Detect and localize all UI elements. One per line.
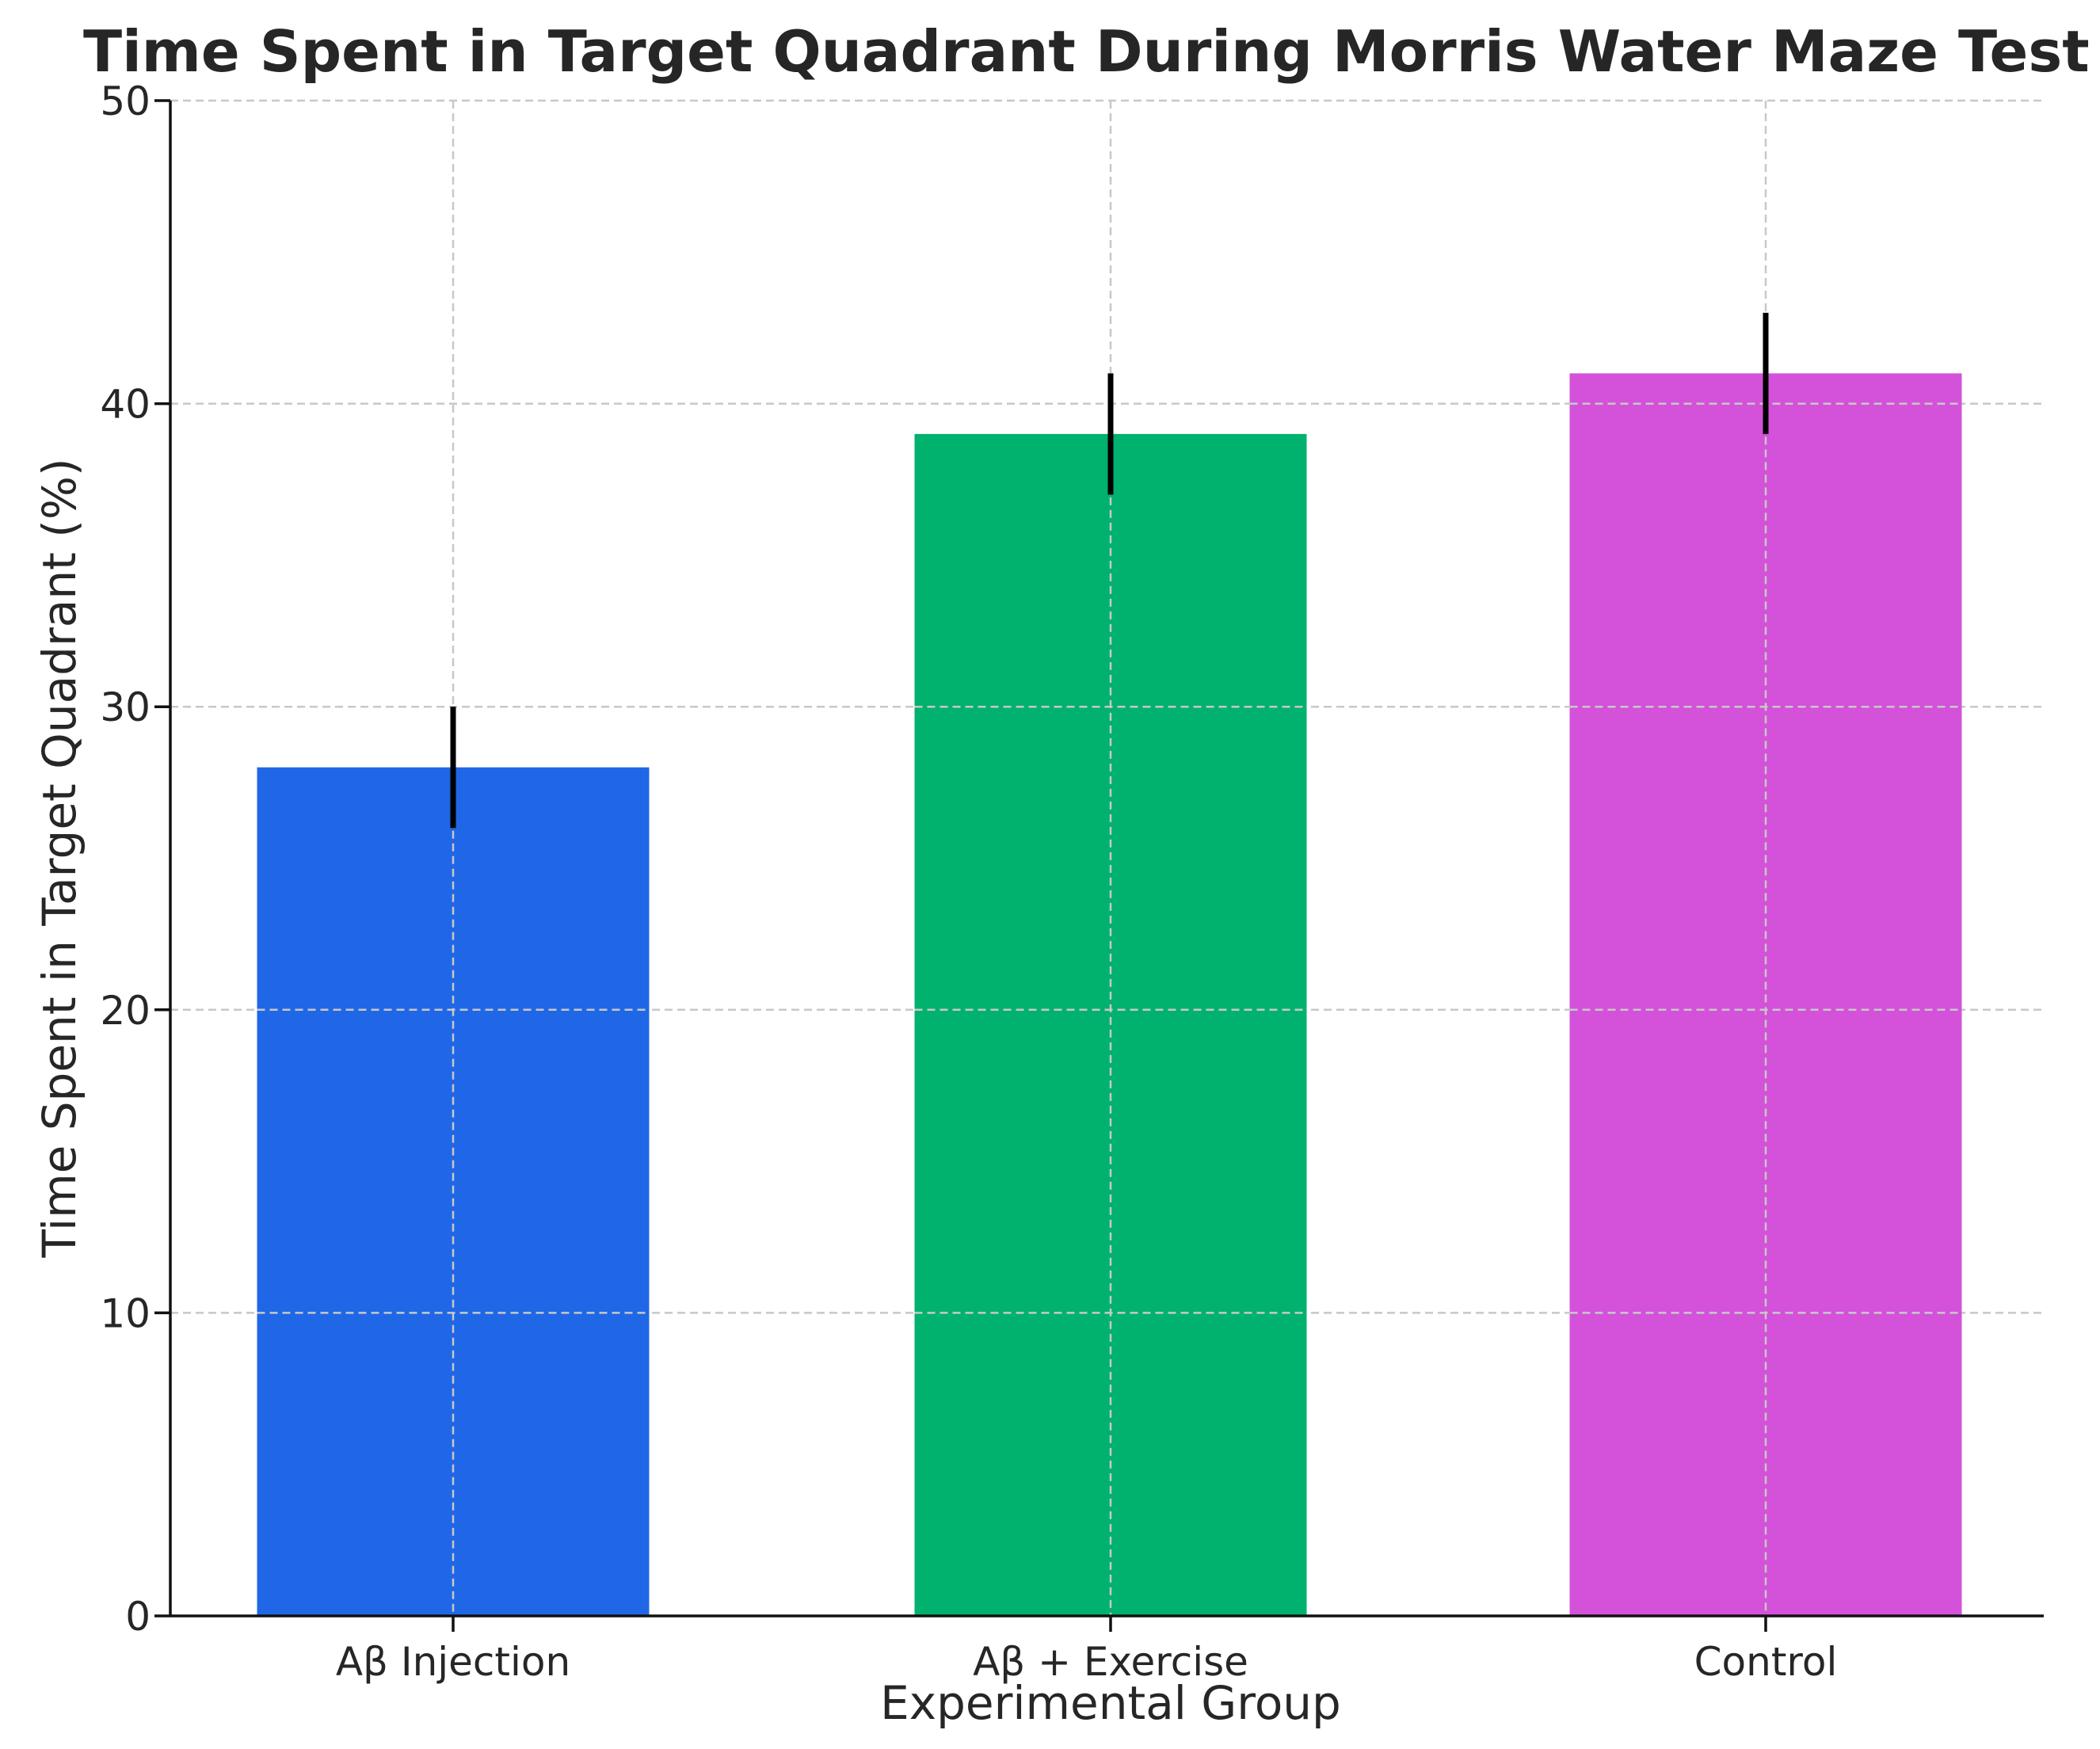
y-tick-label: 30 xyxy=(100,684,151,730)
bars-layer xyxy=(257,312,1962,1617)
labels-layer: Time Spent in Target Quadrant During Mor… xyxy=(32,18,2090,1730)
y-tick-label: 0 xyxy=(125,1594,151,1640)
axes-layer: 0 10 20 30 40 50 Aβ Injection Aβ + Exercise Cont… xyxy=(100,78,2044,1685)
chart-title: Time Spent in Target Quadrant During Mor… xyxy=(83,18,2090,85)
x-tick-label: Control xyxy=(1694,1639,1838,1685)
y-tick-label: 50 xyxy=(100,78,151,124)
y-axis-label: Time Spent in Target Quadrant (%) xyxy=(32,458,86,1258)
x-tick-label: Aβ Injection xyxy=(336,1639,570,1685)
y-tick-label: 40 xyxy=(100,382,151,428)
x-tick-label: Aβ + Exercise xyxy=(973,1639,1248,1685)
x-axis-label: Experimental Group xyxy=(880,1676,1341,1730)
y-tick-label: 20 xyxy=(100,988,151,1034)
y-tick-label: 10 xyxy=(100,1290,151,1336)
